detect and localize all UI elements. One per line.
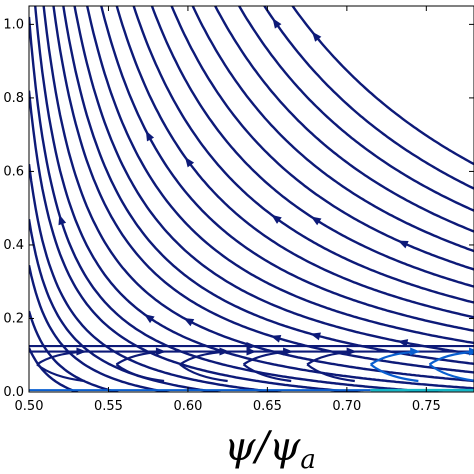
streamline [262,6,474,190]
x-tick-label: 0.50 [15,399,44,414]
plot-frame [28,5,474,393]
streamline [29,310,122,392]
x-axis-label: ψ/ψa [224,424,316,474]
streamline [115,363,165,383]
streamline [42,6,474,383]
stream-arrow [184,156,195,168]
streamline [191,6,474,253]
streamline [213,6,474,233]
stream-arrow [272,18,282,29]
stream-arrow [283,347,294,356]
streamline [237,6,474,212]
streamline [29,219,225,392]
stream-arrow [144,314,155,324]
x-tick-label: 0.65 [253,399,282,414]
streamline [85,6,474,345]
stream-arrow [310,332,321,341]
stream-arrow [183,317,195,327]
streamline [29,90,370,392]
streamline [306,363,355,383]
x-axis-ticks: 0.50 0.55 0.60 0.65 0.70 0.75 [15,6,441,414]
stream-arrow [76,347,87,356]
stream-arrow [397,240,409,249]
stream-arrow [311,31,322,42]
y-tick-label: 1.0 [3,17,24,32]
stream-arrow [310,216,322,226]
streamline [52,6,474,374]
stream-arrow [410,347,421,356]
streamline [179,363,228,383]
streamline [132,6,474,304]
streamline [291,6,474,166]
stream-arrow [145,130,155,142]
y-axis-ticks: 0.0 0.2 0.4 0.6 0.8 1.0 [3,17,474,400]
stream-arrow [58,214,67,226]
x-axis-label-main: ψ/ψ [224,424,301,470]
x-tick-label: 0.70 [332,399,361,414]
x-tick-label: 0.75 [412,399,441,414]
x-axis-label-sub: a [300,445,316,474]
stream-arrow [270,334,282,343]
arrowheads-layer [58,18,474,356]
stream-arrow [469,347,474,356]
streamline [29,264,174,392]
stream-arrow [219,347,230,356]
y-tick-label: 0.6 [3,164,24,179]
x-tick-label: 0.60 [173,399,202,414]
streamline [115,6,474,319]
streamline [370,363,419,383]
stream-arrow [271,214,282,224]
y-tick-label: 0.0 [3,385,24,400]
y-tick-label: 0.8 [3,91,24,106]
x-tick-label: 0.55 [94,399,123,414]
stream-arrow [246,342,257,351]
stream-arrow [346,347,357,356]
streamline [150,6,474,288]
streamline [29,347,81,392]
streamline [428,363,474,382]
stream-arrow [155,347,166,356]
stream-arrow [246,347,257,356]
streamline [36,363,85,383]
y-tick-label: 0.2 [3,311,24,326]
streamline [100,6,474,332]
streamlines-layer [29,6,474,392]
y-tick-label: 0.4 [3,238,24,253]
streamline [242,363,292,383]
stream-arrow [397,339,409,348]
